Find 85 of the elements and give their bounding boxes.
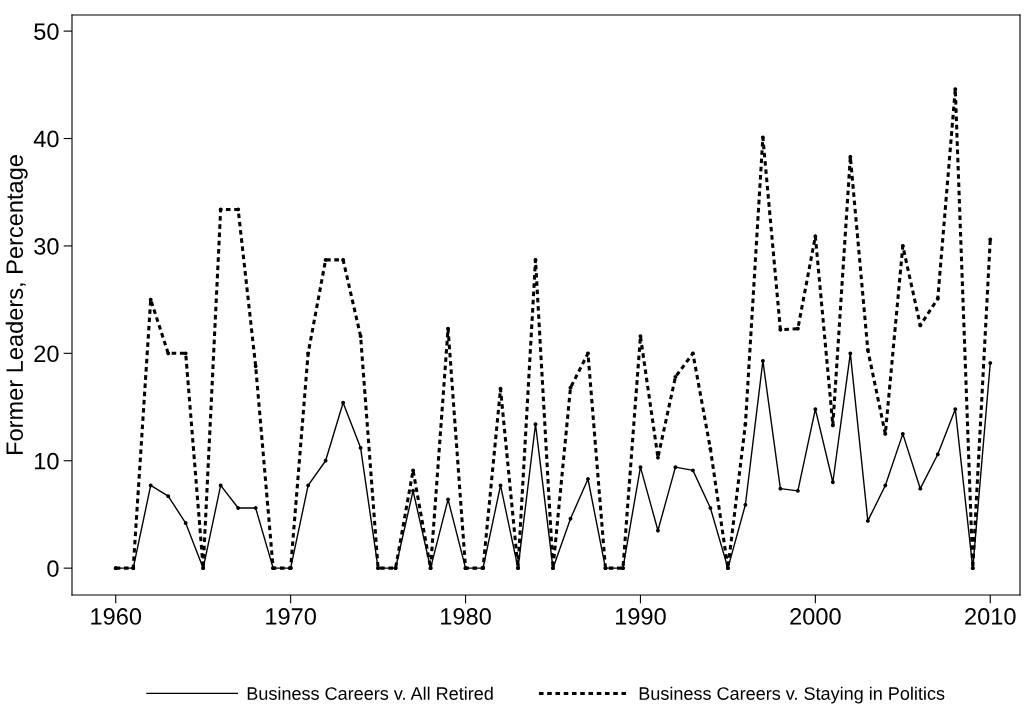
point xyxy=(236,506,241,510)
point xyxy=(935,296,940,301)
point xyxy=(148,297,153,302)
point xyxy=(568,385,573,390)
x-tick-label: 2000 xyxy=(790,608,841,625)
point xyxy=(848,351,853,356)
point xyxy=(148,483,153,488)
legend-label: Business Careers v. All Retired xyxy=(247,686,493,700)
point xyxy=(411,468,416,473)
point xyxy=(183,521,188,525)
point xyxy=(498,483,503,488)
point xyxy=(988,361,993,365)
legend-label: Business Careers v. Staying in Politics xyxy=(639,686,945,704)
y-tick-label: 50 xyxy=(34,23,59,40)
point xyxy=(166,351,171,356)
point xyxy=(673,375,678,379)
point xyxy=(323,257,328,262)
point xyxy=(953,87,958,92)
y-tick-label: 30 xyxy=(34,237,59,255)
point xyxy=(586,477,590,481)
point xyxy=(690,468,695,473)
x-tick-label: 1980 xyxy=(441,608,491,625)
point xyxy=(795,488,800,493)
point xyxy=(568,516,573,521)
point xyxy=(306,351,311,356)
point xyxy=(638,334,643,339)
x-tick-label: 2010 xyxy=(965,608,1016,625)
point xyxy=(743,422,748,427)
point xyxy=(498,386,503,391)
point xyxy=(848,154,853,159)
point xyxy=(166,494,171,499)
point xyxy=(760,135,765,140)
point xyxy=(900,431,905,436)
point xyxy=(446,497,450,502)
point xyxy=(708,506,713,510)
point xyxy=(533,422,538,427)
point xyxy=(673,465,678,470)
point xyxy=(918,486,923,491)
x-tick-label: 1990 xyxy=(615,608,666,625)
point xyxy=(253,506,258,510)
point xyxy=(306,483,311,488)
point xyxy=(358,334,363,339)
point xyxy=(358,445,363,450)
x-tick-label: 1970 xyxy=(266,608,316,625)
point xyxy=(865,348,870,353)
y-axis-title: Former Leaders, Percentage xyxy=(5,155,28,454)
point xyxy=(883,431,888,436)
y-tick-label: 40 xyxy=(33,130,59,148)
point xyxy=(253,364,258,369)
point xyxy=(341,257,346,262)
point xyxy=(341,400,346,405)
point xyxy=(690,351,695,356)
point xyxy=(883,483,888,488)
point xyxy=(323,458,328,463)
y-tick-label: 10 xyxy=(35,452,59,470)
point xyxy=(900,243,905,248)
point xyxy=(988,237,993,242)
y-tick-label: 0 xyxy=(47,560,59,577)
point xyxy=(708,446,713,451)
point xyxy=(918,323,923,328)
point xyxy=(218,207,223,212)
point xyxy=(236,207,241,212)
point xyxy=(778,327,783,332)
point xyxy=(865,518,870,523)
point xyxy=(586,351,590,356)
point xyxy=(953,407,958,412)
point xyxy=(935,452,940,457)
y-tick-label: 20 xyxy=(34,345,59,363)
point xyxy=(743,502,748,507)
point xyxy=(183,351,188,356)
point xyxy=(533,257,538,262)
point xyxy=(778,486,783,491)
x-tick-label: 1960 xyxy=(91,608,142,625)
point xyxy=(638,465,643,470)
point xyxy=(411,488,416,493)
point xyxy=(813,234,818,239)
point xyxy=(830,480,835,485)
point xyxy=(655,528,660,533)
point xyxy=(446,326,450,331)
point xyxy=(655,455,660,460)
point xyxy=(760,358,765,363)
point xyxy=(813,407,818,412)
point xyxy=(795,326,800,331)
point xyxy=(830,423,835,428)
point xyxy=(218,483,223,488)
